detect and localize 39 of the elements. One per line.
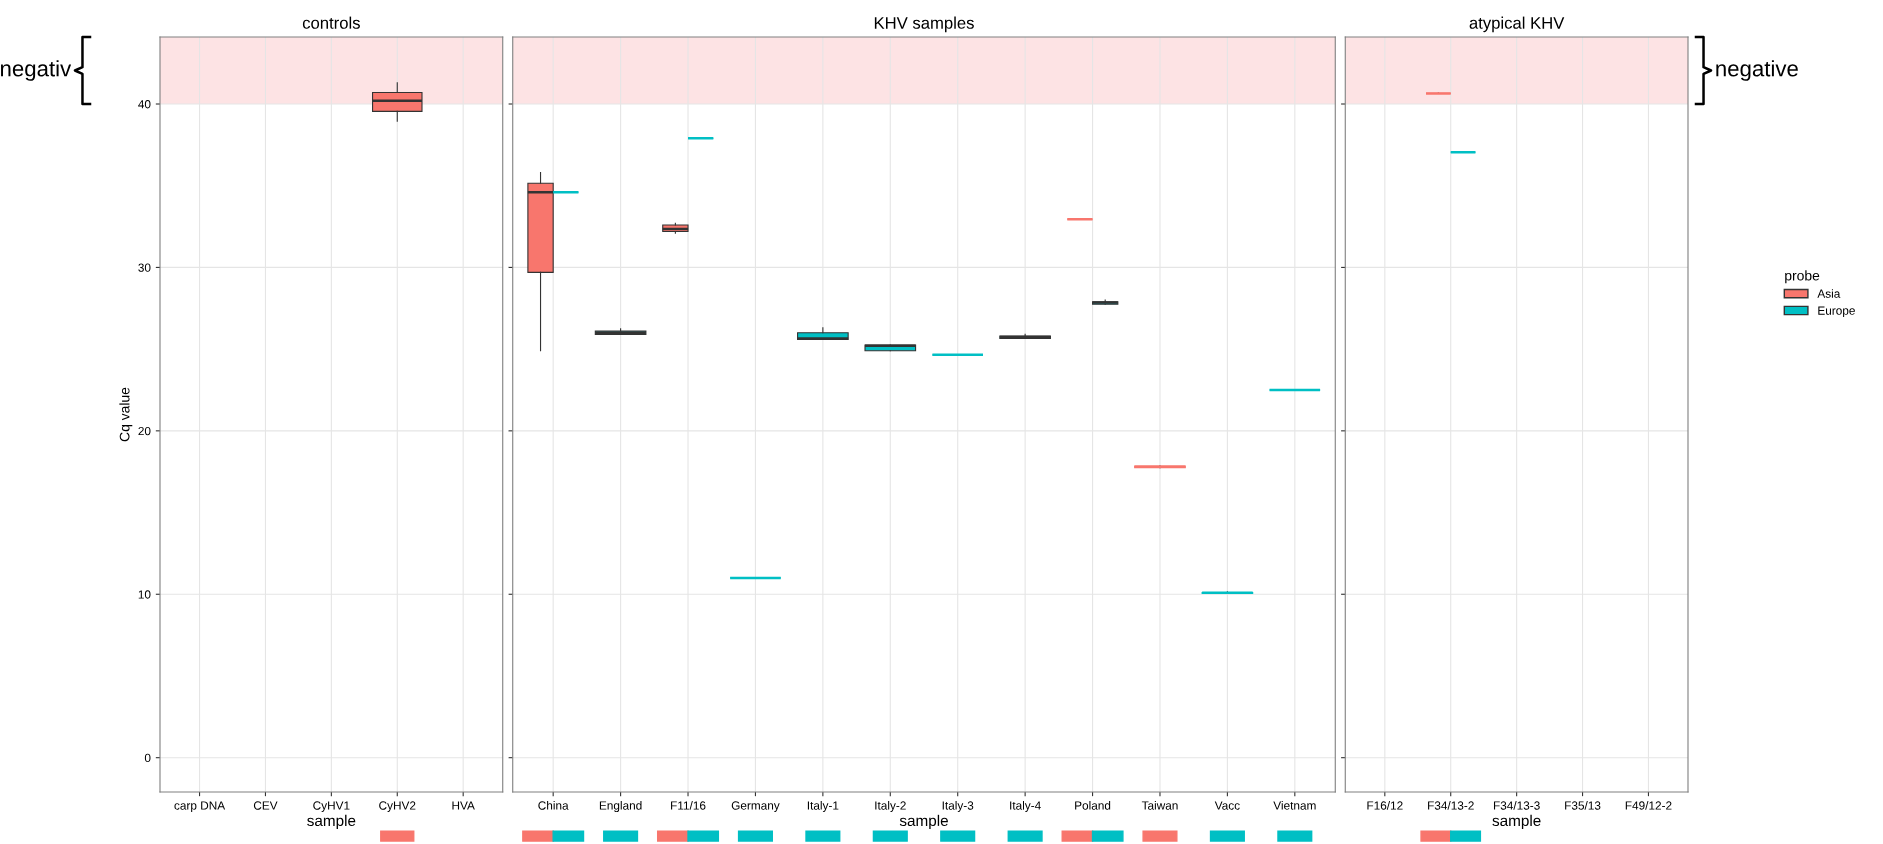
x-tick-label: F16/12 [1367, 801, 1403, 810]
legend-title: probe [1785, 270, 1820, 284]
y-tick-label: 0 [144, 753, 151, 763]
chart-title: atypical KHV [1469, 16, 1565, 33]
x-tick-label: Vacc [1214, 801, 1240, 810]
x-tick-label: F49/12-2 [1625, 801, 1672, 810]
y-axis-title: Cq value [119, 387, 133, 442]
x-tick-label: Italy-4 [1010, 801, 1041, 813]
text: negative [1716, 60, 1798, 81]
x-tick-label: F34/13-2 [1428, 801, 1474, 810]
x-axis-title: sample [899, 814, 948, 830]
x-tick-label: England [599, 801, 642, 813]
legend-label: Asia [1817, 289, 1841, 298]
x-tick-label: F11/16 [671, 801, 706, 810]
legend-label: Europe [1818, 306, 1855, 318]
x-tick-label: Germany [731, 801, 780, 813]
x-tick-label: Vietnam [1273, 801, 1316, 810]
chart-title: KHV samples [874, 16, 974, 33]
y-tick-label: 10 [138, 590, 151, 599]
x-tick-label: Italy-3 [942, 801, 974, 813]
x-tick-label: F35/13 [1565, 801, 1601, 810]
x-tick-label: Italy-1 [807, 801, 839, 813]
x-tick-label: China [538, 801, 569, 810]
text: negativ [0, 60, 72, 81]
chart-title: controls [302, 16, 360, 29]
x-tick-label: Poland [1075, 801, 1111, 810]
x-tick-label: Taiwan [1141, 801, 1178, 810]
x-tick-label: CyHV1 [313, 801, 350, 813]
x-axis-title: sample [1492, 814, 1541, 830]
x-tick-label: CyHV2 [379, 801, 416, 813]
y-tick-label: 20 [138, 426, 151, 436]
x-tick-label: Italy-2 [875, 801, 906, 813]
x-tick-label: F34/13-3 [1493, 801, 1540, 810]
x-tick-label: carp DNA [174, 801, 226, 813]
y-tick-label: 30 [138, 263, 151, 272]
x-tick-label: HVA [452, 801, 475, 810]
x-axis-title: sample [307, 814, 356, 830]
x-tick-label: CEV [253, 801, 278, 810]
y-tick-label: 40 [138, 100, 151, 109]
